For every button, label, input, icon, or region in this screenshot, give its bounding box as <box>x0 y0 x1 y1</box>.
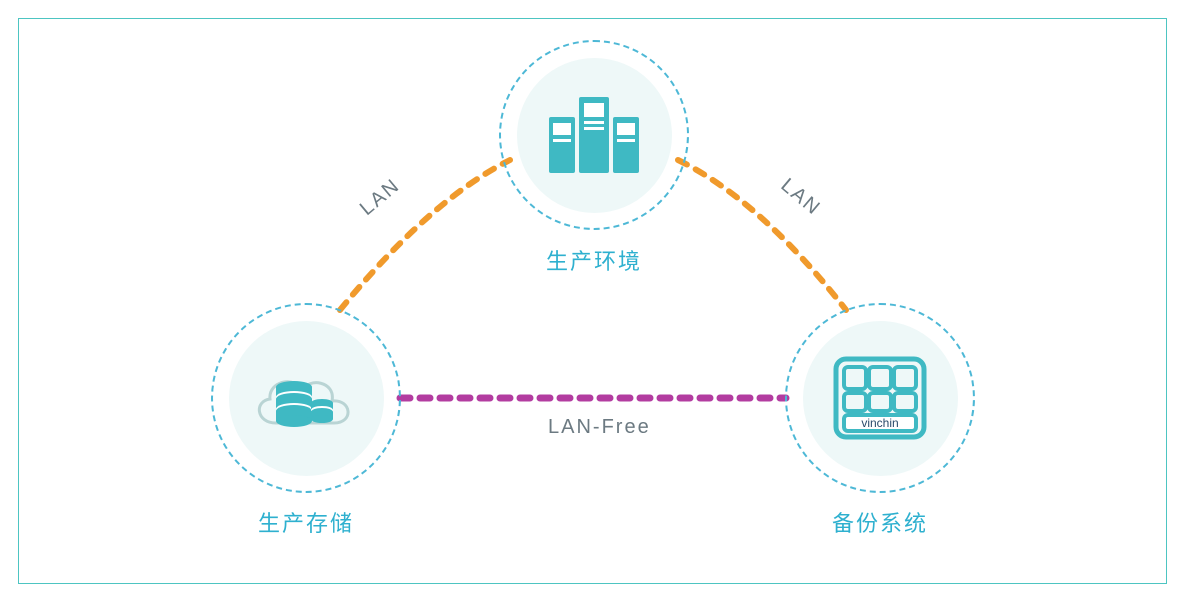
node-inner <box>229 321 384 476</box>
node-production-storage <box>211 303 401 493</box>
edge-label-lan-left: LAN <box>356 174 405 220</box>
network-diagram: 生产环境 <box>0 0 1185 602</box>
cloud-db-icon <box>246 353 366 443</box>
node-inner: vinchin <box>803 321 958 476</box>
node-production-env <box>499 40 689 230</box>
node-backup-system: vinchin <box>785 303 975 493</box>
node-inner <box>517 58 672 213</box>
servers-icon <box>539 95 649 175</box>
node-label-production-storage: 生产存储 <box>206 506 406 538</box>
edge-lan-right <box>678 160 846 310</box>
node-label-backup-system: 备份系统 <box>780 506 980 538</box>
vinchin-text: vinchin <box>861 416 898 430</box>
edge-label-lan-free: LAN-Free <box>548 416 651 439</box>
edge-label-lan-right: LAN <box>776 174 825 220</box>
vinchin-grid-icon: vinchin <box>830 353 930 443</box>
edge-lan-left <box>340 160 510 310</box>
node-label-production-env: 生产环境 <box>494 244 694 276</box>
